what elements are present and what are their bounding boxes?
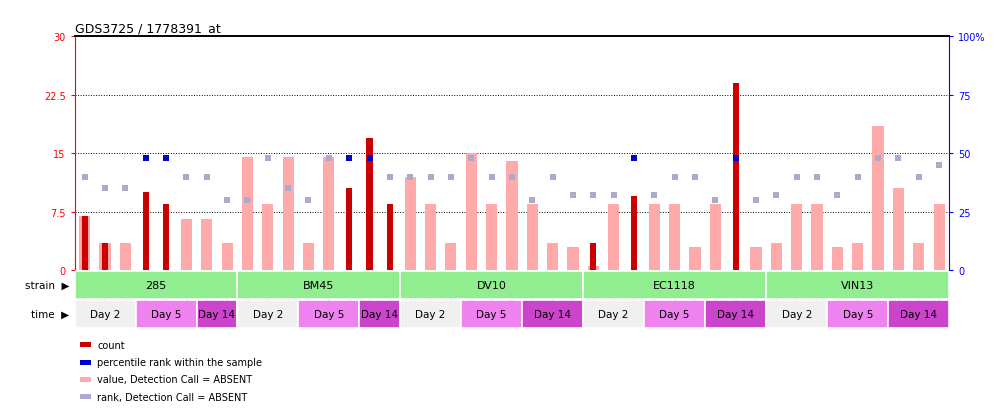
Bar <box>80 216 90 271</box>
Bar <box>99 243 110 271</box>
Bar <box>465 154 477 271</box>
Bar <box>547 243 559 271</box>
Bar <box>766 300 827 328</box>
Bar <box>568 247 579 271</box>
Text: 285: 285 <box>145 280 167 290</box>
Bar <box>811 204 823 271</box>
Bar <box>644 300 705 328</box>
Bar <box>120 243 131 271</box>
Bar <box>461 300 522 328</box>
Bar <box>827 300 889 328</box>
Text: Day 14: Day 14 <box>901 309 937 319</box>
Bar <box>631 197 637 271</box>
Text: Day 2: Day 2 <box>598 309 629 319</box>
Text: percentile rank within the sample: percentile rank within the sample <box>97 357 262 367</box>
Bar <box>201 220 213 271</box>
Text: Day 5: Day 5 <box>476 309 507 319</box>
Bar <box>583 271 766 299</box>
Bar <box>238 300 298 328</box>
Bar <box>649 204 660 271</box>
Bar <box>102 243 108 271</box>
Text: Day 5: Day 5 <box>314 309 344 319</box>
Bar <box>163 204 169 271</box>
Bar <box>590 243 596 271</box>
Bar <box>262 204 273 271</box>
Bar <box>445 243 456 271</box>
Text: count: count <box>97 340 125 350</box>
Text: Day 5: Day 5 <box>659 309 690 319</box>
Bar <box>425 204 436 271</box>
Bar <box>832 247 843 271</box>
Bar <box>690 247 701 271</box>
Text: BM45: BM45 <box>303 280 334 290</box>
Text: VIN13: VIN13 <box>841 280 875 290</box>
Bar <box>323 158 334 271</box>
Bar <box>893 189 904 271</box>
Bar <box>889 300 949 328</box>
Bar <box>181 220 192 271</box>
Bar <box>669 204 680 271</box>
Bar <box>82 216 87 271</box>
Bar <box>486 204 497 271</box>
Bar <box>506 161 518 271</box>
Bar <box>852 243 864 271</box>
Text: Day 2: Day 2 <box>781 309 812 319</box>
Bar <box>242 158 253 271</box>
Bar <box>346 189 352 271</box>
Bar <box>733 84 739 271</box>
Text: Day 14: Day 14 <box>718 309 754 319</box>
Bar <box>303 243 314 271</box>
Bar <box>367 138 373 271</box>
Bar <box>933 204 944 271</box>
Text: Day 2: Day 2 <box>89 309 120 319</box>
Bar <box>222 243 233 271</box>
Text: GDS3725 / 1778391_at: GDS3725 / 1778391_at <box>75 21 221 35</box>
Bar <box>387 204 393 271</box>
Bar <box>750 247 761 271</box>
Text: Day 5: Day 5 <box>843 309 873 319</box>
Bar <box>705 300 766 328</box>
Bar <box>913 243 924 271</box>
Bar <box>400 300 461 328</box>
Text: time  ▶: time ▶ <box>32 309 70 319</box>
Bar <box>583 300 644 328</box>
Text: Day 5: Day 5 <box>151 309 181 319</box>
Bar <box>197 300 238 328</box>
Text: Day 14: Day 14 <box>199 309 236 319</box>
Bar <box>710 204 721 271</box>
Text: value, Detection Call = ABSENT: value, Detection Call = ABSENT <box>97 375 252 385</box>
Text: Day 14: Day 14 <box>534 309 572 319</box>
Text: Day 2: Day 2 <box>415 309 445 319</box>
Bar <box>522 300 583 328</box>
Bar <box>587 267 598 271</box>
Bar <box>75 271 238 299</box>
Bar <box>282 158 294 271</box>
Bar <box>400 271 583 299</box>
Bar <box>791 204 802 271</box>
Bar <box>766 271 949 299</box>
Bar <box>527 204 538 271</box>
Bar <box>75 300 135 328</box>
Bar <box>143 193 149 271</box>
Bar <box>135 300 197 328</box>
Text: DV10: DV10 <box>477 280 507 290</box>
Text: Day 2: Day 2 <box>252 309 283 319</box>
Bar <box>405 177 415 271</box>
Text: strain  ▶: strain ▶ <box>25 280 70 290</box>
Bar <box>360 300 400 328</box>
Bar <box>873 127 884 271</box>
Text: rank, Detection Call = ABSENT: rank, Detection Call = ABSENT <box>97 392 248 402</box>
Bar <box>298 300 360 328</box>
Bar <box>238 271 400 299</box>
Bar <box>770 243 782 271</box>
Text: Day 14: Day 14 <box>361 309 399 319</box>
Bar <box>608 204 619 271</box>
Text: EC1118: EC1118 <box>653 280 696 290</box>
